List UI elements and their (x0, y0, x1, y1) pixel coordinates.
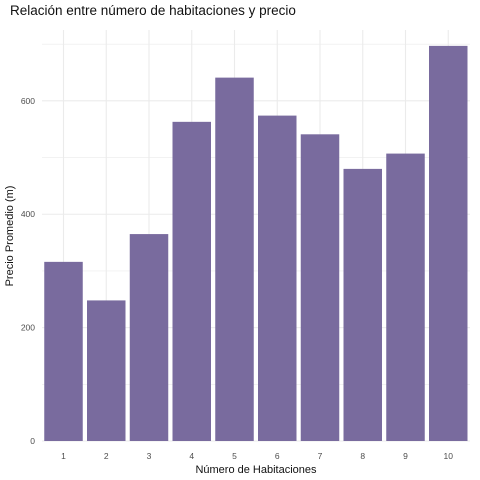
bar-10 (429, 45, 468, 441)
x-tick-label: 9 (403, 451, 408, 461)
x-tick-label: 2 (104, 451, 109, 461)
y-tick-label: 400 (21, 209, 35, 219)
x-tick-label: 6 (275, 451, 280, 461)
bar-9 (386, 153, 425, 442)
bar-8 (343, 168, 382, 441)
y-tick-label: 0 (30, 436, 35, 446)
x-tick-label: 4 (189, 451, 194, 461)
x-tick-label: 8 (360, 451, 365, 461)
x-axis-ticks: 1 2 3 4 5 6 7 8 9 10 (61, 451, 453, 461)
x-tick-label: 7 (318, 451, 323, 461)
x-axis-label: Número de Habitaciones (195, 464, 317, 476)
bar-6 (258, 115, 297, 441)
x-tick-label: 3 (147, 451, 152, 461)
bar-3 (129, 234, 169, 441)
y-axis-ticks: 0 200 400 600 (21, 96, 35, 446)
y-tick-label: 200 (21, 323, 35, 333)
x-tick-label: 5 (232, 451, 237, 461)
chart-title: Relación entre número de habitaciones y … (10, 3, 296, 18)
bar-2 (87, 300, 126, 441)
x-tick-label: 1 (61, 451, 66, 461)
y-axis-label: Precio Promedio (m) (4, 186, 16, 287)
bar-series (44, 45, 468, 442)
bar-1 (44, 261, 83, 441)
bar-5 (215, 77, 254, 441)
y-tick-label: 600 (21, 96, 35, 106)
x-tick-label: 10 (444, 451, 454, 461)
bar-4 (172, 121, 211, 441)
bar-7 (300, 134, 340, 441)
